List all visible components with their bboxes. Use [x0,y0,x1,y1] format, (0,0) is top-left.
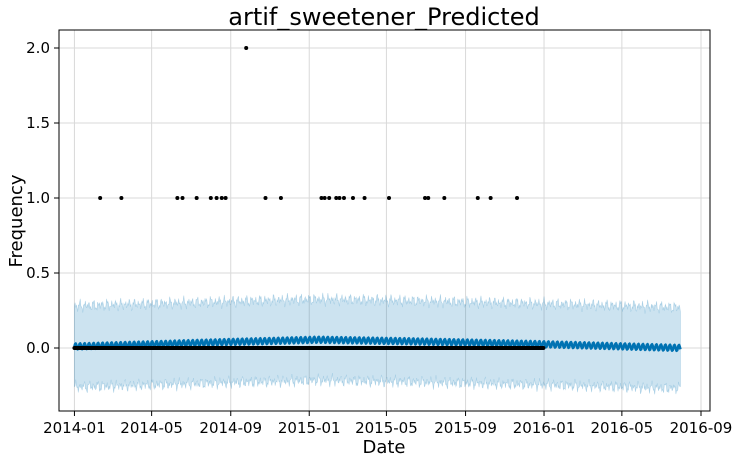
forecast-line [73,335,682,353]
observed-point [244,46,249,50]
forecast-line-layer [73,335,682,353]
y-tick-label: 1.0 [26,189,50,207]
x-tick-label: 2015-05 [355,419,418,437]
observed-point [488,196,493,200]
observed-point [322,196,327,200]
observed-point [194,196,199,200]
x-tick-label: 2016-05 [591,419,654,437]
observed-point [362,196,367,200]
observed-point [541,346,546,350]
observed-point [442,196,447,200]
observed-point [337,196,342,200]
x-tick-label: 2014-05 [120,419,183,437]
observed-point [208,196,213,200]
x-tick-label: 2016-01 [513,419,576,437]
plot-frame [58,29,711,412]
observed-points-layer [72,46,546,350]
observed-point [223,196,228,200]
observed-point [319,196,324,200]
x-tick-label: 2016-09 [670,419,733,437]
y-tick-label: 1.5 [26,114,50,132]
x-tick-label: 2015-09 [434,419,497,437]
observed-point [475,196,480,200]
observed-point [515,196,520,200]
y-tick-layer: 0.0 0.5 1.0 1.5 2.0 [26,39,59,357]
observed-point [214,196,219,200]
y-tick-label: 2.0 [26,39,50,57]
observed-point [180,196,185,200]
x-tick-label: 2015-01 [278,419,341,437]
observed-point [175,196,180,200]
x-tick-label: 2014-01 [43,419,106,437]
observed-point [98,196,103,200]
observed-point [387,196,391,200]
x-tick-label: 2014-09 [199,419,262,437]
observed-point [350,196,355,200]
y-axis-title: Frequency [6,174,27,267]
uncertainty-band [74,292,681,395]
observed-point [334,196,339,200]
uncertainty-band-layer [74,292,681,395]
observed-point [263,196,268,200]
x-axis-title: Date [362,437,405,458]
observed-point [278,196,283,200]
observed-point [327,196,332,200]
chart-title: artif_sweetener_Predicted [228,3,539,31]
x-tick-layer: 2014-01 2014-05 2014-09 2015-01 2015-05 2015-… [43,411,732,437]
observed-point [219,196,224,200]
observed-point [341,196,346,200]
observed-point [119,196,124,200]
observed-point [423,196,428,200]
y-tick-label: 0.0 [26,339,50,357]
y-tick-label: 0.5 [26,264,50,282]
observed-point [426,196,431,200]
